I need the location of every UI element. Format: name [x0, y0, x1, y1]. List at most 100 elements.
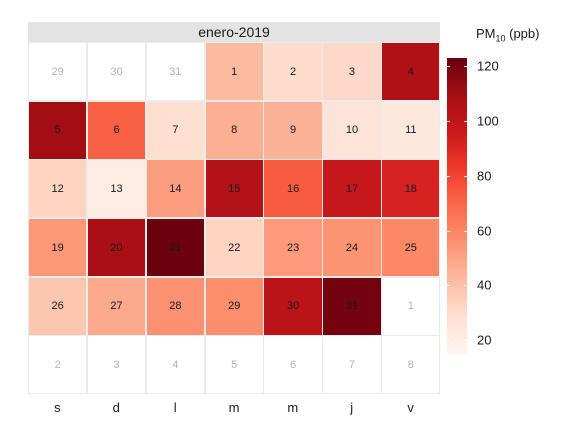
cell-day-label: 7	[172, 124, 179, 137]
legend-tick-mark	[447, 66, 450, 68]
panel-title: enero-2019	[28, 22, 440, 42]
legend-tick-mark	[464, 340, 467, 342]
heatmap-cell: 7	[145, 100, 206, 160]
legend-title-sub: 10	[495, 33, 506, 44]
heatmap-cell: 31	[322, 276, 382, 336]
cell-day-label: 6	[290, 358, 297, 371]
cell-day-label: 2	[54, 358, 61, 371]
cell-day-label: 5	[54, 124, 61, 137]
cell-day-label: 27	[110, 300, 123, 313]
x-tick-label: d	[112, 400, 120, 415]
cell-day-label: 9	[290, 124, 297, 137]
cell-day-label: 23	[286, 241, 300, 254]
heatmap-cell: 13	[86, 159, 147, 219]
heatmap-cell: 1	[204, 42, 264, 102]
cell-day-label: 29	[51, 65, 64, 78]
cell-day-label: 17	[345, 182, 359, 195]
cell-day-label: 16	[286, 182, 300, 195]
legend-tick-mark	[447, 121, 450, 123]
heatmap-cell: 4	[381, 42, 441, 102]
x-tick-label: s	[54, 400, 61, 415]
legend-tick-label: 40	[477, 277, 492, 293]
heatmap-cell-outside: 2	[28, 335, 88, 395]
heatmap-cell: 21	[145, 218, 206, 278]
legend-colorbar	[447, 58, 467, 354]
heatmap-cell: 5	[28, 100, 88, 160]
x-tick-label: v	[407, 400, 414, 415]
heatmap-cell: 17	[322, 159, 382, 219]
cell-day-label: 22	[228, 241, 241, 254]
heatmap-cell-outside: 30	[86, 42, 147, 102]
cell-day-label: 2	[290, 65, 297, 78]
legend-tick-label: 60	[477, 223, 492, 239]
cell-day-label: 8	[231, 124, 238, 137]
x-tick-label: j	[350, 400, 354, 415]
heatmap-cell: 6	[86, 100, 147, 160]
heatmap-cell: 2	[263, 42, 323, 102]
cell-day-label: 31	[169, 65, 182, 78]
cell-day-label: 10	[345, 124, 359, 137]
cell-day-label: 21	[169, 241, 182, 254]
cell-day-label: 25	[404, 241, 417, 254]
heatmap-cell-outside: 8	[381, 335, 441, 395]
cell-day-label: 20	[110, 241, 123, 254]
calendar-panel: 29 30 31 1 2 3 4 5 6 7 8 9 10 11 12 13 14 15 16 17 18 19 20 21 2…	[28, 42, 441, 395]
legend-title-main: PM	[476, 26, 496, 41]
heatmap-cell: 12	[28, 159, 88, 219]
legend-tick-mark	[464, 121, 467, 123]
heatmap-cell: 9	[263, 100, 323, 160]
legend-title-unit: (ppb)	[505, 26, 540, 41]
heatmap-cell-outside: 31	[145, 42, 206, 102]
heatmap-cell: 28	[145, 276, 206, 336]
heatmap-cell: 3	[322, 42, 382, 102]
cell-day-label: 30	[110, 65, 123, 78]
legend-tick-label: 20	[477, 332, 492, 348]
legend-tick-mark	[464, 175, 467, 177]
heatmap-cell: 30	[263, 276, 323, 336]
heatmap-cell: 14	[145, 159, 206, 219]
cell-day-label: 14	[169, 182, 182, 195]
legend-tick-mark	[464, 285, 467, 287]
cell-day-label: 19	[51, 241, 64, 254]
heatmap-cell: 22	[204, 218, 264, 278]
legend-tick-label: 80	[477, 168, 492, 184]
legend-tick-label: 120	[477, 58, 499, 74]
cell-day-label: 7	[348, 358, 356, 371]
cell-day-label: 11	[405, 124, 417, 137]
heatmap-cell-outside: 1	[381, 276, 441, 336]
legend-tick-mark	[447, 175, 450, 177]
legend-tick-mark	[447, 230, 450, 232]
cell-day-label: 15	[228, 182, 241, 195]
heatmap-cell-outside: 29	[28, 42, 88, 102]
cell-day-label: 30	[286, 300, 300, 313]
heatmap-cell: 16	[263, 159, 323, 219]
legend-tick-mark	[464, 66, 467, 68]
legend-tick-mark	[464, 230, 467, 232]
cell-day-label: 29	[228, 300, 241, 313]
cell-day-label: 4	[407, 65, 414, 78]
heatmap-cell: 27	[86, 276, 147, 336]
heatmap-cell: 24	[322, 218, 382, 278]
cell-day-label: 24	[345, 241, 359, 254]
cell-day-label: 3	[113, 358, 120, 371]
cell-day-label: 1	[407, 300, 414, 313]
cell-day-label: 26	[51, 300, 64, 313]
cell-day-label: 1	[231, 65, 238, 78]
heatmap-cell: 18	[381, 159, 441, 219]
x-tick-label: m	[228, 400, 240, 415]
heatmap-cell: 8	[204, 100, 264, 160]
cell-day-label: 18	[404, 182, 417, 195]
heatmap-cell: 23	[263, 218, 323, 278]
legend-tick-label: 100	[477, 113, 499, 129]
heatmap-cell-outside: 5	[204, 335, 264, 395]
heatmap-cell-outside: 6	[263, 335, 323, 395]
cell-day-label: 31	[345, 300, 359, 313]
cell-day-label: 3	[348, 65, 356, 78]
x-tick-label: m	[287, 400, 299, 415]
cell-day-label: 12	[51, 182, 64, 195]
x-tick-label: l	[173, 400, 177, 415]
cell-day-label: 13	[110, 182, 123, 195]
heatmap-cell: 19	[28, 218, 88, 278]
cell-day-label: 4	[172, 358, 179, 371]
